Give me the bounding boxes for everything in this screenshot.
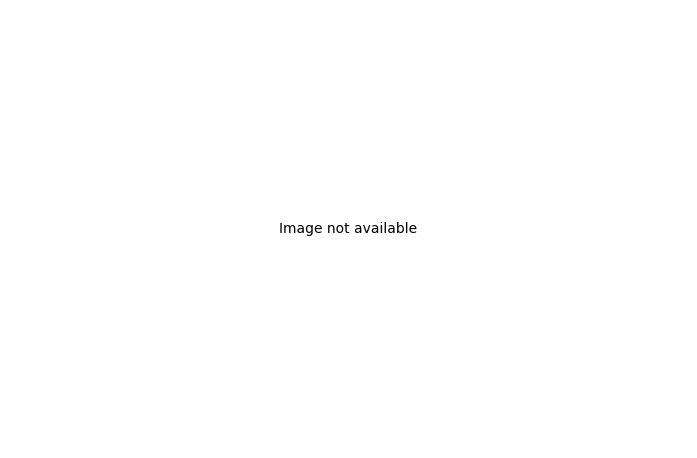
Text: Image not available: Image not available — [279, 222, 418, 236]
